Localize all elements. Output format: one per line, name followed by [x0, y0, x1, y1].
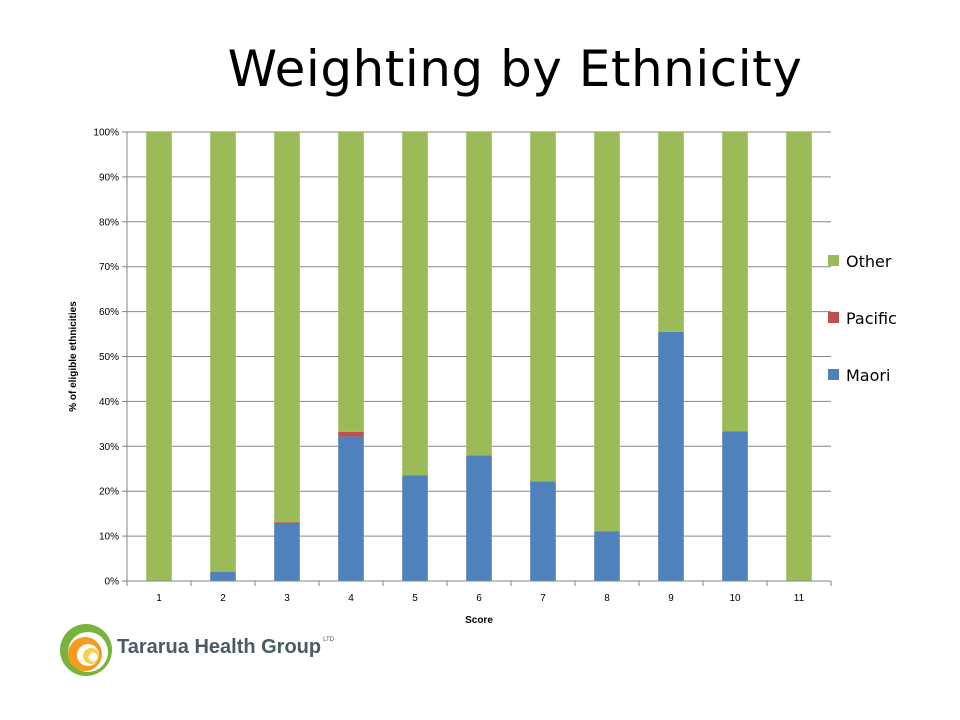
- bar-maori-10: [722, 431, 748, 581]
- bars: [146, 132, 812, 581]
- bar-other-2: [210, 132, 236, 573]
- y-tick-label: 90%: [99, 172, 119, 183]
- y-tick-label: 20%: [99, 487, 119, 498]
- logo-text: Tararua Health Group: [117, 636, 322, 658]
- bar-maori-3: [274, 523, 300, 581]
- x-tick-label: 5: [412, 593, 418, 604]
- y-tick-label: 70%: [99, 262, 119, 273]
- bar-other-3: [274, 132, 300, 523]
- logo-wordmark: Tararua Health Group LTD: [117, 636, 334, 659]
- legend-label-maori: Maori: [846, 366, 890, 385]
- company-logo: [58, 618, 318, 678]
- bar-other-9: [658, 132, 684, 332]
- y-tick-label: 10%: [99, 532, 119, 543]
- legend-swatch-other: [828, 255, 839, 266]
- y-tick-label: 100%: [93, 128, 119, 139]
- slide-title: Weighting by Ethnicity: [227, 40, 803, 98]
- x-axis-title: Score: [465, 615, 493, 626]
- bar-maori-2: [210, 572, 236, 581]
- y-tick-label: 60%: [99, 307, 119, 318]
- bar-maori-9: [658, 331, 684, 581]
- y-tick-label: 80%: [99, 217, 119, 228]
- y-tick-label: 50%: [99, 352, 119, 363]
- logo-suffix: LTD: [323, 637, 335, 643]
- legend-label-pacific: Pacific: [846, 309, 897, 328]
- y-tick-label: 30%: [99, 442, 119, 453]
- x-tick-label: 11: [794, 593, 805, 604]
- legend: Other Pacific Maori: [828, 252, 897, 385]
- bar-pacific-3: [274, 522, 300, 524]
- x-tick-label: 7: [540, 593, 546, 604]
- y-axis-title: % of eligible ethnicities: [68, 301, 79, 412]
- legend-swatch-pacific: [828, 312, 839, 323]
- bar-pacific-4: [338, 431, 364, 437]
- x-tick-label: 2: [220, 593, 226, 604]
- bar-maori-8: [594, 531, 620, 581]
- bar-maori-7: [530, 481, 556, 581]
- x-tick-label: 10: [729, 593, 741, 604]
- legend-label-other: Other: [846, 252, 892, 271]
- x-tick-label: 6: [476, 593, 482, 604]
- bar-other-4: [338, 132, 364, 432]
- bar-other-10: [722, 132, 748, 432]
- logo-icon: [60, 624, 112, 676]
- bar-other-6: [466, 132, 492, 456]
- legend-swatch-maori: [828, 369, 839, 380]
- bar-other-11: [786, 132, 812, 581]
- x-tick-label: 3: [284, 593, 290, 604]
- x-tick-label: 4: [348, 593, 354, 604]
- bar-other-8: [594, 132, 620, 532]
- bar-maori-5: [402, 475, 428, 581]
- x-axis-ticks: 1 2 3 4 5 6 7 8 9 10 11: [126, 581, 832, 604]
- bar-other-5: [402, 132, 428, 476]
- y-tick-label: 40%: [99, 397, 119, 408]
- bar-maori-4: [338, 436, 364, 581]
- x-tick-label: 8: [604, 593, 610, 604]
- y-axis-ticks: 0% 10% 20% 30% 40% 50% 60% 70% 80% 90% 100%: [93, 128, 127, 588]
- bar-other-1: [146, 132, 172, 581]
- x-tick-label: 9: [668, 593, 674, 604]
- bar-maori-6: [466, 455, 492, 581]
- bar-other-7: [530, 132, 556, 482]
- axes: [126, 132, 831, 582]
- y-tick-label: 0%: [105, 577, 120, 588]
- x-tick-label: 1: [156, 593, 162, 604]
